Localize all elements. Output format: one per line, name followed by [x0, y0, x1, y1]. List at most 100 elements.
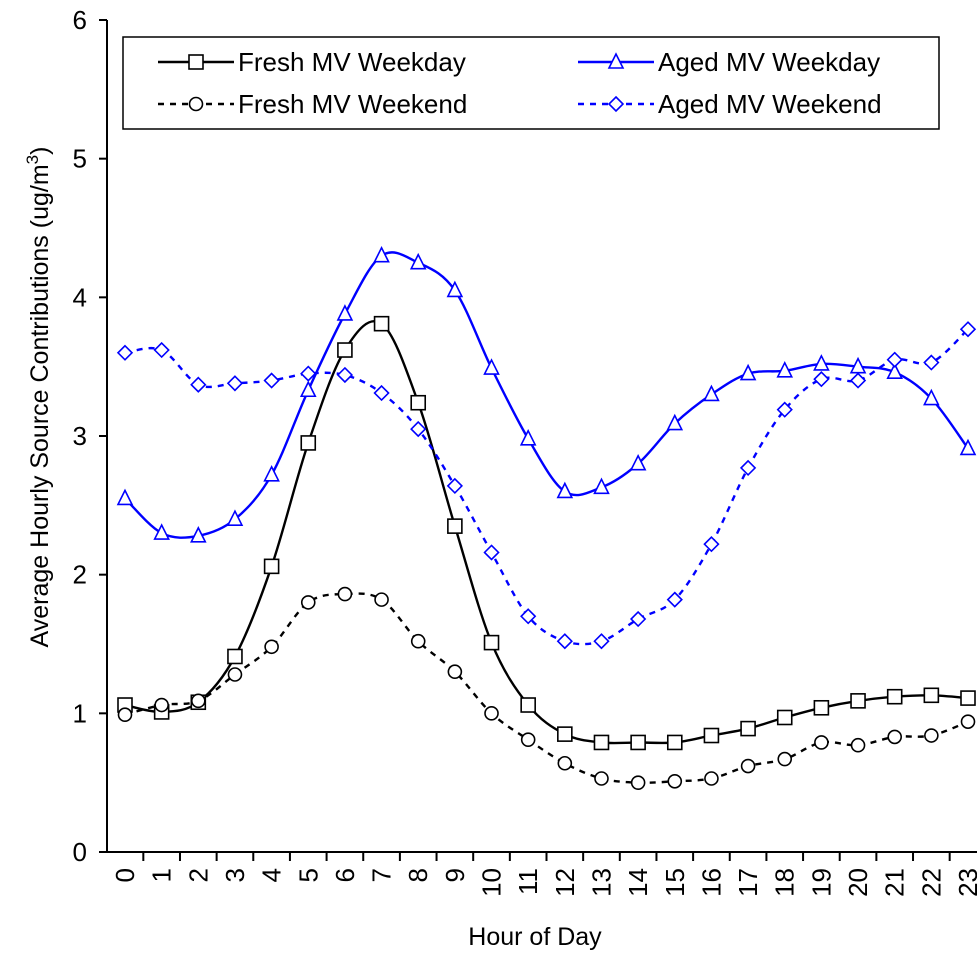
legend-box [122, 36, 940, 130]
y-axis-ticks: 0 1 2 3 4 5 6 [73, 5, 107, 867]
data-point-fresh-mv-weekend [484, 706, 499, 721]
data-point-aged-mv-weekend [483, 544, 500, 561]
data-point-fresh-mv-weekday [447, 518, 463, 534]
x-axis-ticks: 0 1 2 3 4 5 6 7 8 9 10 11 12 13 14 15 16 17 18 19 20 21 22 23 [110, 852, 977, 897]
x-tick-label: 11 [513, 868, 543, 895]
legend-marker [607, 52, 625, 69]
x-tick-label: 16 [696, 868, 726, 897]
x-tick-label: 7 [367, 868, 397, 882]
data-point-fresh-mv-weekend [117, 707, 133, 723]
data-point-aged-mv-weekend [666, 591, 683, 608]
x-tick-label: 5 [293, 868, 323, 882]
data-point-aged-mv-weekday [739, 363, 757, 381]
data-point-fresh-mv-weekend [887, 729, 902, 745]
data-point-aged-mv-weekend [520, 608, 537, 625]
data-point-aged-mv-weekday [923, 388, 940, 406]
data-point-fresh-mv-weekday [227, 648, 243, 665]
data-point-aged-mv-weekday [666, 413, 684, 431]
data-point-aged-mv-weekday [959, 438, 977, 456]
data-point-aged-mv-weekday [886, 362, 903, 380]
data-point-fresh-mv-weekday [373, 315, 390, 332]
data-point-fresh-mv-weekday [593, 734, 610, 751]
data-point-fresh-mv-weekend [740, 758, 756, 774]
data-point-aged-mv-weekend [776, 401, 793, 418]
data-point-fresh-mv-weekday [776, 709, 793, 726]
legend-item-aged-mv-weekday: Aged MV Weekday [578, 47, 880, 77]
legend-marker [607, 95, 625, 113]
y-tick-label: 3 [73, 421, 87, 451]
data-point-aged-mv-weekend [446, 477, 464, 495]
data-point-fresh-mv-weekday [483, 634, 500, 651]
data-point-fresh-mv-weekend [814, 735, 829, 750]
data-point-aged-mv-weekend [116, 344, 134, 361]
data-point-fresh-mv-weekday [740, 720, 756, 737]
x-tick-label: 10 [477, 868, 507, 897]
data-point-aged-mv-weekday [519, 428, 537, 446]
data-point-fresh-mv-weekday [263, 558, 280, 575]
x-tick-label: 8 [403, 868, 433, 882]
data-point-fresh-mv-weekend [264, 639, 279, 655]
data-point-aged-mv-weekday [556, 481, 574, 499]
data-point-fresh-mv-weekend [777, 751, 793, 767]
series-fresh-mv-weekend [117, 586, 976, 790]
data-point-fresh-mv-weekday [410, 394, 427, 411]
data-point-aged-mv-weekend [593, 633, 610, 650]
data-point-fresh-mv-weekend [300, 595, 316, 610]
y-tick-label: 6 [73, 5, 87, 35]
y-tick-label: 5 [73, 144, 87, 174]
x-tick-label: 4 [257, 868, 287, 882]
series-line-aged-mv-weekday [124, 251, 969, 539]
data-point-aged-mv-weekday [813, 354, 830, 371]
legend-label: Fresh MV Weekend [238, 89, 467, 119]
data-point-fresh-mv-weekday [630, 734, 646, 751]
legend-label: Aged MV Weekend [658, 89, 882, 119]
legend: Fresh MV Weekday Aged MV Weekday Fresh MV … [122, 36, 940, 130]
data-point-fresh-mv-weekday [300, 435, 317, 451]
data-point-aged-mv-weekday [153, 523, 170, 540]
y-axis-title-tail: ) [26, 147, 54, 155]
data-point-aged-mv-weekday [483, 358, 500, 375]
x-tick-label: 2 [183, 868, 213, 882]
series-aged-mv-weekday [116, 245, 977, 543]
series-line-aged-mv-weekend [124, 328, 969, 646]
data-point-aged-mv-weekday [336, 304, 354, 321]
x-tick-label: 14 [623, 868, 653, 897]
y-axis-title-main: Average Hourly Source Contributions (ug/… [26, 164, 54, 647]
data-point-fresh-mv-weekend [447, 664, 463, 680]
y-axis-title-superscript: 3 [23, 155, 42, 164]
data-point-fresh-mv-weekend [960, 714, 976, 729]
x-tick-label: 22 [916, 868, 946, 897]
data-point-aged-mv-weekend [849, 372, 867, 389]
legend-item-fresh-mv-weekday: Fresh MV Weekday [158, 47, 466, 77]
data-point-aged-mv-weekday [190, 526, 207, 543]
data-point-aged-mv-weekday [409, 252, 427, 270]
x-tick-label: 17 [733, 868, 763, 897]
data-point-aged-mv-weekend [959, 321, 977, 338]
data-point-aged-mv-weekday [116, 488, 134, 506]
data-point-fresh-mv-weekend [337, 586, 353, 602]
data-point-fresh-mv-weekend [630, 775, 646, 790]
data-point-fresh-mv-weekend [704, 771, 719, 786]
x-tick-label: 9 [440, 868, 470, 882]
data-point-aged-mv-weekend [190, 376, 207, 393]
legend-label: Aged MV Weekday [658, 47, 880, 77]
x-tick-label: 3 [220, 868, 250, 882]
data-point-fresh-mv-weekend [227, 667, 243, 682]
legend-item-fresh-mv-weekend: Fresh MV Weekend [158, 89, 467, 119]
legend-marker [188, 54, 204, 70]
y-tick-label: 4 [73, 282, 87, 312]
x-tick-label: 1 [147, 868, 177, 882]
legend-marker [188, 96, 204, 112]
data-point-aged-mv-weekday [703, 384, 720, 402]
x-tick-label: 20 [843, 868, 873, 897]
data-point-aged-mv-weekday [446, 280, 464, 298]
x-tick-label: 6 [330, 868, 360, 882]
data-point-fresh-mv-weekend [191, 693, 206, 709]
data-point-aged-mv-weekday [629, 453, 647, 471]
data-point-fresh-mv-weekday [520, 697, 536, 713]
x-tick-label: 15 [660, 868, 690, 897]
data-point-aged-mv-weekend [153, 341, 170, 359]
data-point-fresh-mv-weekend [374, 592, 389, 607]
data-point-fresh-mv-weekend [594, 771, 609, 786]
